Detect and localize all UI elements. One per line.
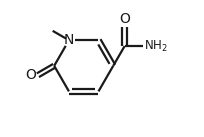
- Text: N: N: [63, 33, 74, 47]
- Text: O: O: [25, 68, 36, 82]
- Text: NH$_2$: NH$_2$: [143, 38, 167, 54]
- Text: O: O: [119, 12, 130, 26]
